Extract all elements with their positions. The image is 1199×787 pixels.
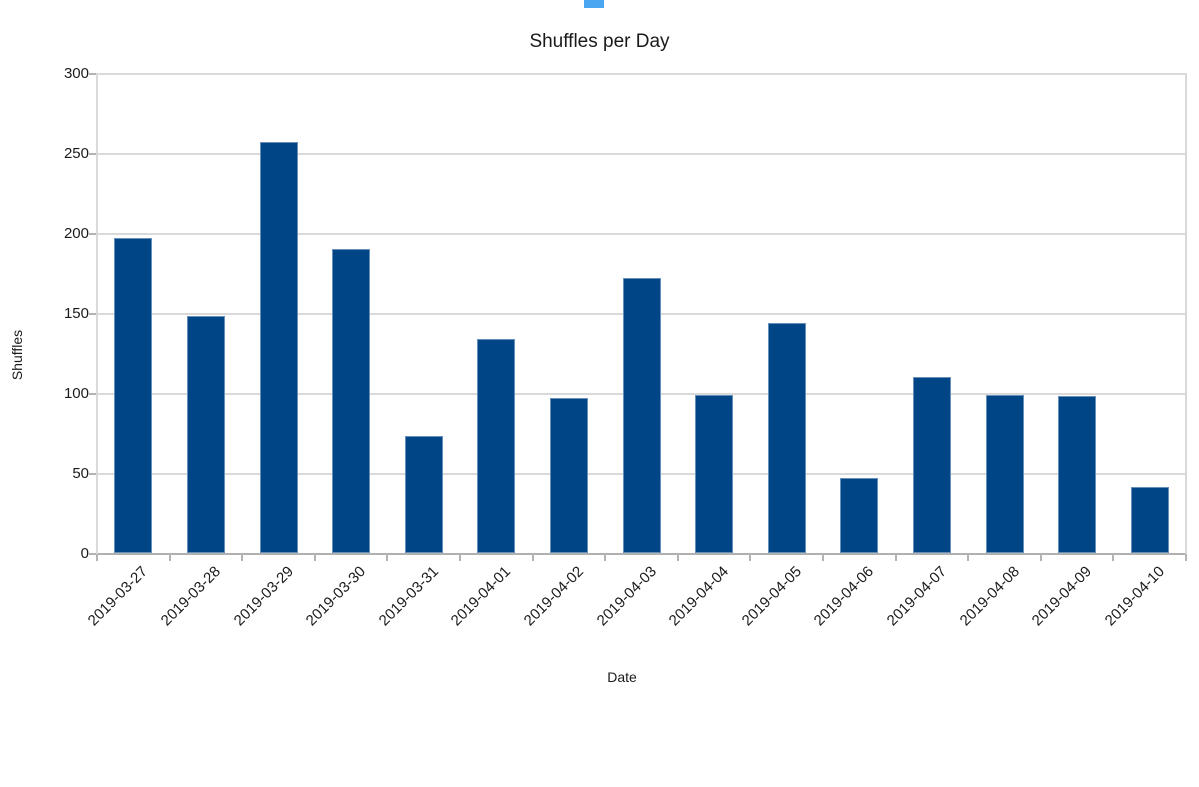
x-tick-15 — [1185, 554, 1187, 561]
bar-2019-03-31 — [404, 436, 443, 553]
y-tick-label-150: 150 — [63, 305, 89, 322]
x-tick-0 — [96, 554, 98, 561]
y-tick-label-200: 200 — [63, 225, 89, 242]
bar-2019-04-10 — [1130, 487, 1169, 553]
x-tick-2 — [241, 554, 244, 561]
bar-2019-04-09 — [1058, 396, 1097, 553]
bar-2019-04-03 — [622, 278, 661, 553]
x-axis-line — [96, 553, 1187, 555]
y-tick-100 — [89, 393, 97, 395]
y-tick-label-50: 50 — [72, 465, 89, 482]
bar-2019-04-07 — [912, 377, 951, 553]
y-tick-300 — [89, 73, 97, 75]
y-tick-200 — [89, 233, 97, 235]
chart-title: Shuffles per Day — [529, 31, 670, 52]
bar-2019-04-02 — [549, 398, 588, 553]
bar-2019-03-30 — [332, 249, 371, 553]
y-tick-label-0: 0 — [80, 545, 89, 562]
plot-border-right — [1185, 73, 1187, 555]
gridline-200 — [97, 233, 1186, 235]
x-tick-7 — [604, 554, 607, 561]
gridline-250 — [97, 153, 1186, 155]
x-axis-title: Date — [607, 669, 637, 685]
plot-border-left — [96, 73, 98, 555]
x-tick-13 — [1039, 554, 1042, 561]
y-tick-0 — [89, 553, 97, 555]
bar-2019-04-05 — [767, 323, 806, 553]
selection-handle-fragment — [584, 0, 604, 8]
bar-2019-04-01 — [477, 339, 516, 553]
x-tick-3 — [313, 554, 316, 561]
gridline-300 — [97, 73, 1186, 75]
x-tick-10 — [822, 554, 824, 561]
x-tick-14 — [1112, 554, 1115, 561]
bar-2019-03-27 — [114, 238, 153, 553]
x-tick-9 — [749, 554, 752, 561]
x-tick-5 — [459, 554, 461, 561]
bar-2019-04-04 — [695, 395, 734, 553]
x-tick-1 — [168, 554, 171, 561]
y-tick-label-250: 250 — [63, 145, 89, 162]
y-tick-250 — [89, 153, 97, 155]
y-axis-title: Shuffles — [9, 329, 25, 381]
bar-2019-03-28 — [186, 316, 225, 553]
x-tick-11 — [894, 554, 897, 561]
bar-2019-03-29 — [259, 142, 298, 553]
x-tick-4 — [386, 554, 389, 561]
y-tick-150 — [89, 313, 97, 315]
y-tick-label-300: 300 — [63, 65, 89, 82]
y-tick-50 — [89, 473, 97, 475]
x-tick-8 — [676, 554, 679, 561]
bar-2019-04-08 — [985, 395, 1024, 553]
x-tick-6 — [531, 554, 534, 561]
bar-2019-04-06 — [840, 478, 879, 553]
y-tick-label-100: 100 — [63, 385, 89, 402]
x-tick-12 — [967, 554, 970, 561]
